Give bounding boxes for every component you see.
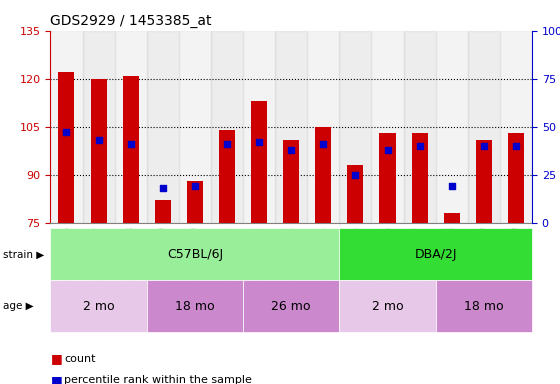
Bar	[82, 31, 115, 223]
Bar	[404, 31, 436, 223]
Bar	[307, 31, 339, 223]
Point	[255, 139, 264, 145]
Bar	[371, 31, 404, 223]
Bar	[412, 133, 428, 223]
Text: age ▶: age ▶	[3, 301, 34, 311]
Text: 2 mo: 2 mo	[83, 300, 114, 313]
Point	[447, 183, 456, 189]
Bar	[500, 31, 532, 223]
Bar	[436, 31, 468, 223]
Text: percentile rank within the sample: percentile rank within the sample	[64, 375, 252, 384]
Text: 18 mo: 18 mo	[175, 300, 214, 313]
Point	[383, 147, 392, 153]
Point	[351, 172, 360, 178]
Bar	[468, 31, 500, 223]
Bar	[508, 133, 524, 223]
Bar	[91, 79, 106, 223]
Bar	[187, 181, 203, 223]
Bar	[155, 200, 171, 223]
Bar	[380, 133, 395, 223]
Bar	[275, 31, 307, 223]
Point	[190, 183, 199, 189]
Bar	[243, 31, 275, 223]
Bar	[444, 213, 460, 223]
Bar	[58, 72, 74, 223]
Text: strain ▶: strain ▶	[3, 249, 44, 260]
Point	[94, 137, 103, 143]
Text: 2 mo: 2 mo	[372, 300, 403, 313]
Point	[158, 185, 167, 191]
Point	[319, 141, 328, 147]
Bar	[123, 76, 139, 223]
Bar	[339, 31, 371, 223]
Bar	[476, 139, 492, 223]
Bar	[219, 130, 235, 223]
Bar	[115, 31, 147, 223]
Bar	[50, 31, 82, 223]
Text: DBA/2J: DBA/2J	[414, 248, 457, 261]
Bar	[251, 101, 267, 223]
Bar	[283, 139, 299, 223]
Bar	[347, 165, 363, 223]
Text: 18 mo: 18 mo	[464, 300, 503, 313]
Point	[511, 143, 520, 149]
Bar	[179, 31, 211, 223]
Point	[62, 129, 71, 136]
Text: ■: ■	[50, 353, 62, 366]
Text: GDS2929 / 1453385_at: GDS2929 / 1453385_at	[50, 14, 212, 28]
Point	[479, 143, 488, 149]
Point	[287, 147, 296, 153]
Bar	[147, 31, 179, 223]
Point	[222, 141, 231, 147]
Point	[126, 141, 135, 147]
Text: count: count	[64, 354, 96, 364]
Text: ■: ■	[50, 374, 62, 384]
Bar	[315, 127, 332, 223]
Bar	[211, 31, 243, 223]
Text: 26 mo: 26 mo	[272, 300, 311, 313]
Point	[415, 143, 424, 149]
Text: C57BL/6J: C57BL/6J	[167, 248, 223, 261]
